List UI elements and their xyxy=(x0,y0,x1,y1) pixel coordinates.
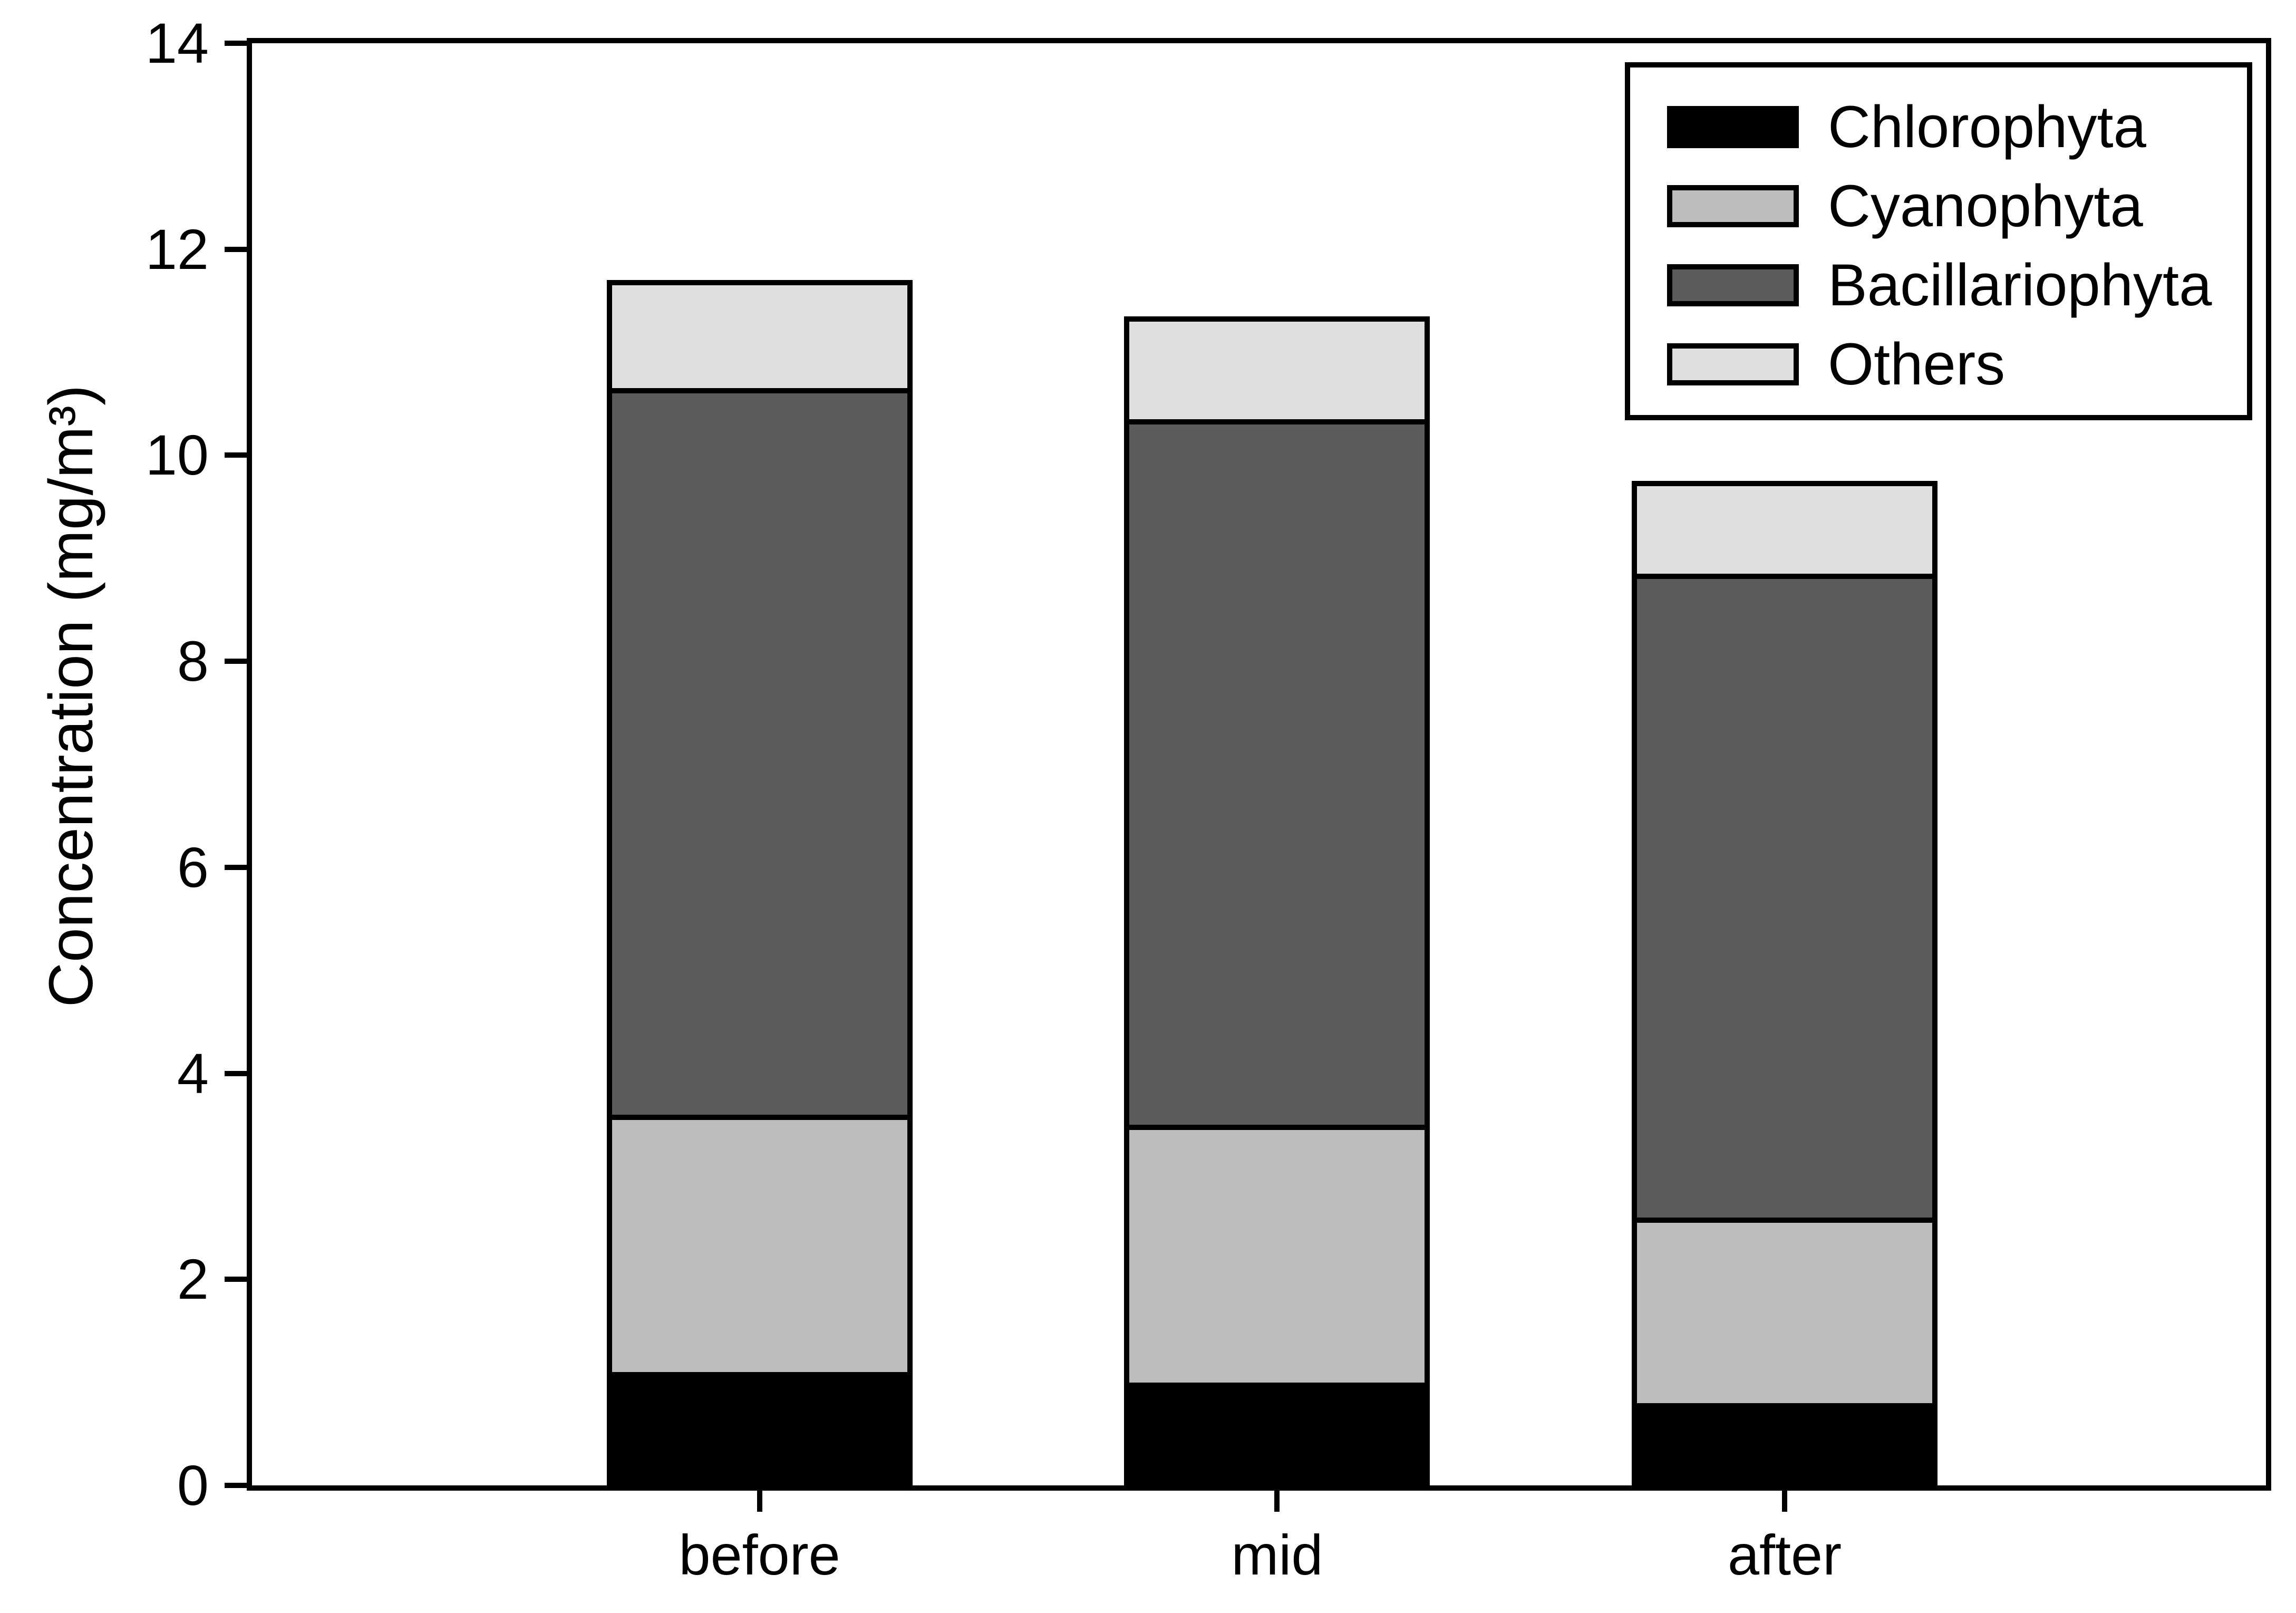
y-tick xyxy=(225,246,247,252)
bar-segment-bacillariophyta xyxy=(1632,574,1938,1218)
bar-segment-cyanophyta xyxy=(606,1114,913,1373)
legend-label: Chlorophyta xyxy=(1828,94,2146,160)
y-tick xyxy=(225,659,247,664)
bar-segment-others xyxy=(1632,481,1938,574)
x-tick xyxy=(1782,1491,1788,1512)
bar-segment-bacillariophyta xyxy=(606,388,913,1115)
legend-swatch-chlorophyta xyxy=(1667,106,1799,148)
bar-segment-chlorophyta xyxy=(1632,1403,1938,1485)
bar-segment-chlorophyta xyxy=(1124,1382,1430,1485)
y-tick xyxy=(225,1070,247,1076)
bar-segment-cyanophyta xyxy=(1632,1218,1938,1403)
legend-label: Cyanophyta xyxy=(1828,173,2143,239)
y-tick-label: 4 xyxy=(177,1041,209,1105)
y-tick-label: 0 xyxy=(177,1453,209,1517)
y-tick-label: 2 xyxy=(177,1247,209,1311)
legend-label: Others xyxy=(1828,331,2006,397)
legend-label: Bacillariophyta xyxy=(1828,252,2212,318)
stacked-bar-before xyxy=(606,280,913,1485)
bar-segment-others xyxy=(1124,316,1430,420)
legend-item: Bacillariophyta xyxy=(1667,246,2247,325)
bar-segment-cyanophyta xyxy=(1124,1125,1430,1383)
y-tick-label: 6 xyxy=(177,835,209,899)
legend-swatch-others xyxy=(1667,343,1799,385)
x-category-label: after xyxy=(1727,1523,1842,1587)
y-tick xyxy=(225,452,247,458)
y-tick xyxy=(225,864,247,870)
legend-item: Chlorophyta xyxy=(1667,88,2247,167)
bar-segment-bacillariophyta xyxy=(1124,419,1430,1125)
y-tick xyxy=(225,41,247,46)
y-tick-label: 10 xyxy=(145,423,209,487)
x-category-label: mid xyxy=(1231,1523,1323,1587)
y-tick xyxy=(225,1277,247,1282)
legend-swatch-bacillariophyta xyxy=(1667,264,1799,306)
x-category-label: before xyxy=(679,1523,840,1587)
legend-swatch-cyanophyta xyxy=(1667,185,1799,227)
y-tick-label: 14 xyxy=(145,11,209,75)
x-tick xyxy=(757,1491,762,1512)
bar-segment-others xyxy=(606,280,913,389)
y-tick xyxy=(225,1483,247,1488)
legend-item: Others xyxy=(1667,325,2247,404)
x-tick xyxy=(1274,1491,1280,1512)
stacked-bar-mid xyxy=(1124,316,1430,1485)
legend-item: Cyanophyta xyxy=(1667,167,2247,246)
y-tick-label: 8 xyxy=(177,629,209,693)
y-tick-label: 12 xyxy=(145,217,209,281)
bar-segment-chlorophyta xyxy=(606,1372,913,1485)
legend-box: Chlorophyta Cyanophyta Bacillariophyta Othe… xyxy=(1625,62,2252,420)
stacked-bar-after xyxy=(1632,481,1938,1485)
